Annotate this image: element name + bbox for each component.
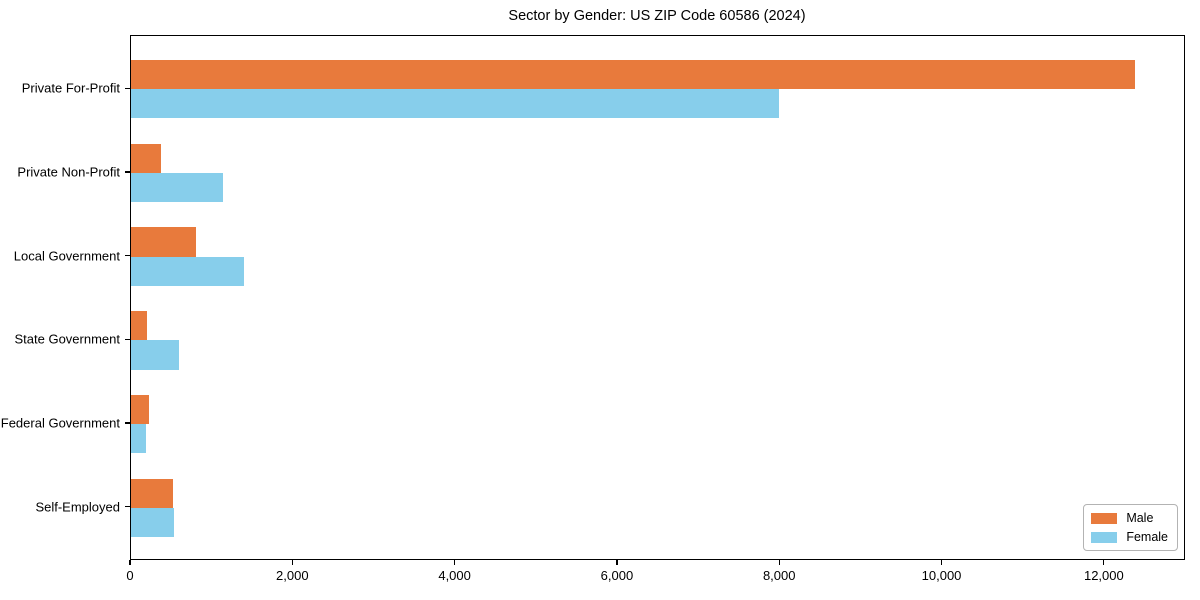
y-tick-mark	[125, 422, 130, 424]
x-tick-label: 10,000	[921, 568, 962, 583]
y-tick-label: Local Government	[13, 248, 120, 264]
y-tick-label: Federal Government	[0, 415, 120, 431]
bar-female-2	[131, 172, 223, 203]
legend-swatch-male	[1091, 512, 1118, 524]
y-tick-label: Private For-Profit	[21, 80, 120, 96]
x-tick-label: 0	[126, 568, 134, 583]
x-tick-mark	[940, 560, 943, 565]
x-tick-mark	[291, 560, 293, 565]
bar-male-4	[131, 311, 148, 341]
y-tick-mark	[125, 506, 130, 508]
bar-female-1	[131, 89, 779, 119]
plot-area: Male Female	[130, 35, 1185, 560]
bar-male-2	[131, 143, 162, 173]
legend-label: Male	[1126, 511, 1154, 525]
bar-male-6	[131, 478, 174, 508]
bar-male-1	[131, 59, 1135, 90]
y-tick-label: Self-Employed	[35, 499, 120, 515]
chart-title: Sector by Gender: US ZIP Code 60586 (202…	[508, 8, 806, 24]
x-tick-label: 8,000	[762, 568, 796, 583]
legend: Male Female	[1083, 504, 1178, 551]
x-tick-mark	[616, 560, 618, 565]
x-tick-label: 4,000	[438, 568, 471, 583]
bar-female-3	[131, 256, 244, 286]
bar-female-6	[131, 507, 174, 538]
legend-label: Female	[1126, 530, 1168, 544]
x-tick-mark	[1103, 560, 1105, 565]
x-tick-label: 6,000	[600, 568, 634, 583]
y-tick-mark	[125, 338, 130, 340]
legend-swatch-female	[1091, 531, 1118, 543]
bar-female-5	[131, 424, 146, 454]
x-tick-mark	[778, 560, 780, 565]
bar-female-4	[131, 340, 179, 370]
y-tick-mark	[125, 87, 130, 89]
y-tick-mark	[125, 171, 130, 173]
x-tick-mark	[453, 560, 456, 565]
y-tick-label: State Government	[14, 331, 121, 347]
legend-item-female: Female	[1091, 530, 1168, 544]
bar-male-5	[131, 394, 149, 425]
legend-item-male: Male	[1091, 511, 1168, 525]
x-tick-label: 2,000	[276, 568, 309, 583]
x-tick-label: 12,000	[1083, 568, 1124, 583]
bar-male-3	[131, 227, 196, 257]
y-tick-mark	[125, 254, 130, 257]
y-tick-label: Private Non-Profit	[17, 164, 120, 180]
x-tick-mark	[129, 560, 131, 565]
